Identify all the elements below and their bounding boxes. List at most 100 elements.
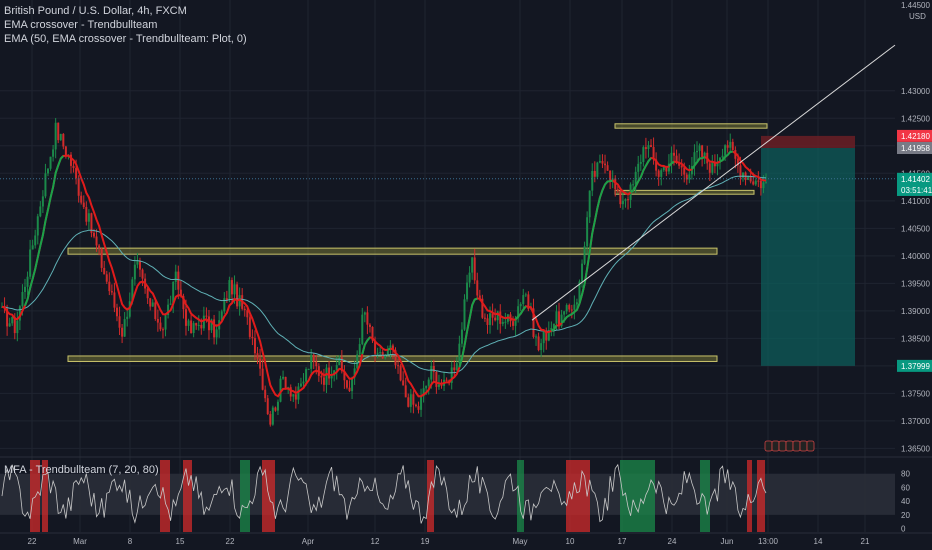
candle-body <box>159 322 162 330</box>
price-tag[interactable] <box>897 129 932 142</box>
candle-body <box>128 301 131 317</box>
take-profit-area[interactable] <box>761 147 855 366</box>
candle-body <box>481 298 484 318</box>
candle-body <box>412 394 415 405</box>
candle-body <box>23 286 26 292</box>
mfa-signal-bar <box>160 460 170 532</box>
price-tag[interactable] <box>897 183 932 196</box>
candle-body <box>478 295 481 299</box>
position-chip <box>764 440 773 452</box>
candle-body <box>729 141 732 148</box>
candle-body <box>269 414 272 425</box>
price-tag-label: 03:51:41 <box>901 186 932 195</box>
candle-body <box>665 166 668 172</box>
candle-body <box>52 149 55 157</box>
mfa-signal-bar <box>620 460 655 532</box>
candle-body <box>54 122 57 150</box>
price-tag-label: 1.41402 <box>901 175 930 184</box>
candle-body <box>489 313 492 325</box>
mfa-signal-bar <box>747 460 752 532</box>
ema-bull-segment <box>630 157 652 194</box>
candle-body <box>353 368 356 378</box>
candle-body <box>637 163 640 172</box>
candle-body <box>110 291 113 293</box>
ema-plot-label[interactable]: EMA (50, EMA crossover - Trendbullteam: … <box>4 33 247 45</box>
candle-body <box>90 213 93 233</box>
candle-body <box>36 216 39 236</box>
candle-body <box>233 284 236 295</box>
candle-body <box>195 323 198 326</box>
candle-body <box>282 376 285 379</box>
ema-bull-segment <box>458 297 478 368</box>
time-tick-label: 14 <box>814 537 823 546</box>
chart-legend: British Pound / U.S. Dollar, 4h, FXCM EM… <box>4 4 247 46</box>
support-resistance-zone[interactable] <box>67 247 718 255</box>
price-axis-labels: 1.365001.370001.375001.380001.385001.390… <box>897 1 932 453</box>
price-tick-label: 1.43000 <box>901 87 930 96</box>
mfa-indicator-label[interactable]: MFA - Trendbullteam (7, 20, 80) <box>4 464 159 476</box>
price-tag-label: 1.42180 <box>901 132 930 141</box>
candle-body <box>757 180 760 182</box>
candle-body <box>72 165 75 168</box>
candle-body <box>708 163 711 173</box>
candle-body <box>532 308 535 337</box>
candle-body <box>670 152 673 164</box>
candle-body <box>105 274 108 282</box>
price-axis[interactable] <box>897 0 932 532</box>
candle-body <box>642 147 645 163</box>
price-tag[interactable] <box>897 141 932 154</box>
candle-body <box>736 158 739 166</box>
candle-body <box>238 295 241 307</box>
candle-body <box>739 165 742 178</box>
mfa-signal-bar <box>183 460 192 532</box>
symbol-title[interactable]: British Pound / U.S. Dollar, 4h, FXCM <box>4 5 187 17</box>
price-tick-label: 1.42500 <box>901 114 930 123</box>
candle-body <box>711 161 714 173</box>
mfa-signal-bar <box>427 460 434 532</box>
candle-body <box>299 383 302 387</box>
candle-body <box>82 202 85 207</box>
candle-body <box>21 291 24 307</box>
trendline[interactable] <box>531 44 896 321</box>
candle-body <box>652 146 655 160</box>
price-tag[interactable] <box>897 359 932 372</box>
ema-crossover-label[interactable]: EMA crossover - Trendbullteam <box>4 19 158 31</box>
candle-body <box>276 401 279 411</box>
candle-body <box>570 309 573 311</box>
candle-body <box>650 145 653 147</box>
candle-body <box>343 371 346 381</box>
candle-body <box>568 305 571 310</box>
candle-body <box>397 365 400 367</box>
candle-body <box>440 384 443 386</box>
candle-body <box>581 263 584 282</box>
candle-body <box>256 353 259 359</box>
candle-body <box>335 365 338 371</box>
support-resistance-zone[interactable] <box>614 123 768 129</box>
mfa-tick-label: 0 <box>901 525 906 534</box>
candle-body <box>545 331 548 341</box>
candle-body <box>210 319 213 331</box>
candle-body <box>762 182 765 189</box>
ema-fast-bull-segments <box>24 150 733 368</box>
time-tick-label: 22 <box>226 537 235 546</box>
candle-body <box>675 155 678 163</box>
candle-body <box>414 404 417 407</box>
candle-body <box>376 352 379 354</box>
candle-body <box>80 195 83 203</box>
candle-body <box>363 312 366 315</box>
candle-body <box>765 182 767 184</box>
candle-body <box>100 248 103 268</box>
candle-body <box>156 318 159 323</box>
candle-body <box>742 172 745 178</box>
candle-body <box>586 217 589 247</box>
candle-body <box>703 152 706 157</box>
stop-loss-area[interactable] <box>761 135 855 148</box>
candle-body <box>131 279 134 302</box>
candle-body <box>133 264 136 280</box>
price-tag[interactable] <box>897 172 932 185</box>
candle-body <box>726 145 729 148</box>
candle-body <box>550 327 553 331</box>
candle-body <box>504 321 507 323</box>
candle-body <box>366 312 369 325</box>
